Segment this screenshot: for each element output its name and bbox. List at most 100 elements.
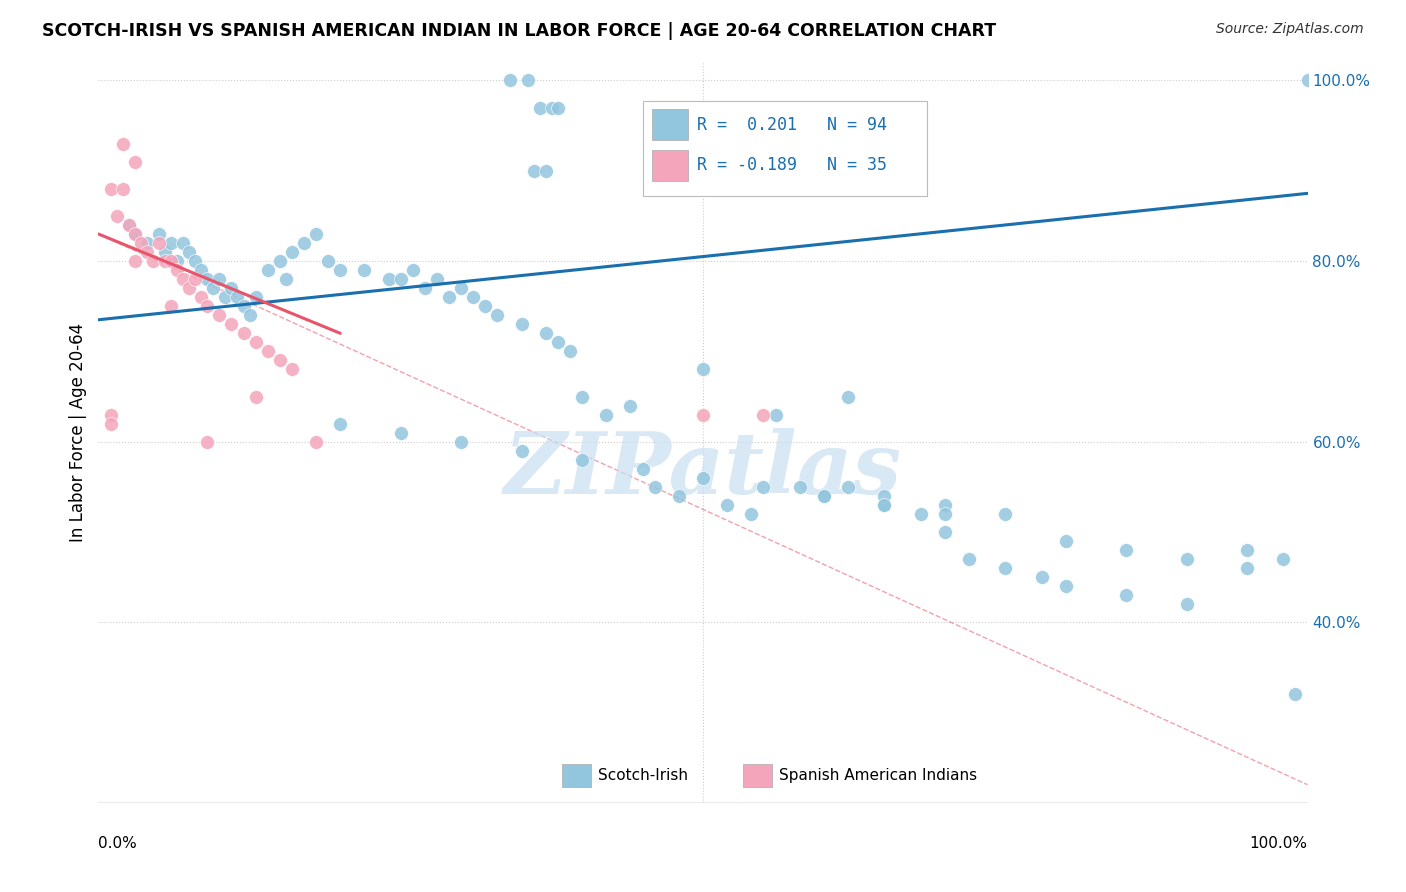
Point bbox=[1236, 561, 1258, 575]
Point bbox=[789, 480, 811, 494]
Point bbox=[245, 335, 267, 350]
Point bbox=[172, 272, 194, 286]
Point bbox=[329, 263, 352, 277]
Point bbox=[510, 443, 533, 458]
Point bbox=[226, 290, 249, 304]
Point bbox=[221, 281, 243, 295]
Point bbox=[148, 235, 170, 250]
FancyBboxPatch shape bbox=[643, 101, 927, 195]
FancyBboxPatch shape bbox=[742, 764, 772, 787]
Point bbox=[692, 362, 714, 376]
Point bbox=[873, 489, 896, 503]
Point bbox=[547, 101, 569, 115]
Point bbox=[166, 254, 188, 268]
Point bbox=[1236, 543, 1258, 558]
Point bbox=[498, 73, 520, 87]
Point bbox=[214, 290, 236, 304]
Point bbox=[153, 254, 176, 268]
Point bbox=[523, 163, 546, 178]
FancyBboxPatch shape bbox=[652, 150, 689, 181]
Point bbox=[239, 308, 262, 322]
Point bbox=[692, 408, 714, 422]
Point bbox=[752, 408, 775, 422]
Point bbox=[510, 318, 533, 332]
Point bbox=[426, 272, 449, 286]
FancyBboxPatch shape bbox=[561, 764, 591, 787]
Text: R =  0.201   N = 94: R = 0.201 N = 94 bbox=[697, 116, 887, 134]
FancyBboxPatch shape bbox=[652, 109, 689, 140]
Text: ZIPatlas: ZIPatlas bbox=[503, 428, 903, 511]
Point bbox=[124, 254, 146, 268]
Point bbox=[516, 73, 538, 87]
Point bbox=[105, 209, 128, 223]
Point bbox=[994, 561, 1017, 575]
Point bbox=[437, 290, 460, 304]
Point bbox=[1054, 533, 1077, 548]
Point bbox=[1175, 597, 1198, 611]
Point bbox=[668, 489, 690, 503]
Point bbox=[142, 254, 165, 268]
Point bbox=[195, 434, 218, 449]
Point bbox=[172, 235, 194, 250]
Point bbox=[160, 235, 183, 250]
Point bbox=[558, 344, 581, 359]
Point bbox=[619, 399, 641, 413]
Point bbox=[837, 480, 859, 494]
Text: 100.0%: 100.0% bbox=[1250, 836, 1308, 851]
Point bbox=[281, 362, 304, 376]
Point bbox=[111, 182, 134, 196]
Point bbox=[190, 263, 212, 277]
Point bbox=[692, 471, 714, 485]
Point bbox=[160, 254, 183, 268]
Point bbox=[534, 163, 557, 178]
Point bbox=[644, 480, 666, 494]
Point bbox=[765, 408, 787, 422]
Point bbox=[256, 263, 278, 277]
Point bbox=[813, 489, 835, 503]
Text: 0.0%: 0.0% bbox=[98, 836, 138, 851]
Point bbox=[129, 235, 152, 250]
Point bbox=[153, 245, 176, 260]
Point bbox=[232, 299, 254, 313]
Y-axis label: In Labor Force | Age 20-64: In Labor Force | Age 20-64 bbox=[69, 323, 87, 542]
Point bbox=[837, 390, 859, 404]
Point bbox=[195, 299, 218, 313]
Point bbox=[1115, 543, 1137, 558]
Point bbox=[184, 254, 207, 268]
Point bbox=[752, 480, 775, 494]
Point bbox=[1175, 552, 1198, 566]
Point bbox=[202, 281, 225, 295]
Point bbox=[450, 281, 472, 295]
Point bbox=[1115, 588, 1137, 602]
Point bbox=[195, 272, 218, 286]
Point bbox=[245, 290, 267, 304]
Point bbox=[377, 272, 399, 286]
Point bbox=[100, 417, 122, 431]
Point bbox=[353, 263, 375, 277]
Point bbox=[1296, 73, 1319, 87]
Point bbox=[166, 263, 188, 277]
Point bbox=[540, 101, 562, 115]
Point bbox=[402, 263, 425, 277]
Point bbox=[292, 235, 315, 250]
Text: R = -0.189   N = 35: R = -0.189 N = 35 bbox=[697, 156, 887, 174]
Point bbox=[100, 182, 122, 196]
Point bbox=[1272, 552, 1295, 566]
Point bbox=[463, 290, 485, 304]
Point bbox=[179, 281, 201, 295]
Point bbox=[274, 272, 297, 286]
Point bbox=[135, 235, 157, 250]
Point bbox=[124, 227, 146, 241]
Point bbox=[631, 461, 654, 475]
Point bbox=[118, 218, 141, 232]
Text: Source: ZipAtlas.com: Source: ZipAtlas.com bbox=[1216, 22, 1364, 37]
Point bbox=[873, 498, 896, 512]
Point bbox=[100, 408, 122, 422]
Point bbox=[118, 218, 141, 232]
Point bbox=[474, 299, 496, 313]
Point bbox=[1031, 570, 1053, 584]
Point bbox=[269, 353, 291, 368]
Point bbox=[208, 272, 231, 286]
Point bbox=[389, 425, 412, 440]
Point bbox=[160, 299, 183, 313]
